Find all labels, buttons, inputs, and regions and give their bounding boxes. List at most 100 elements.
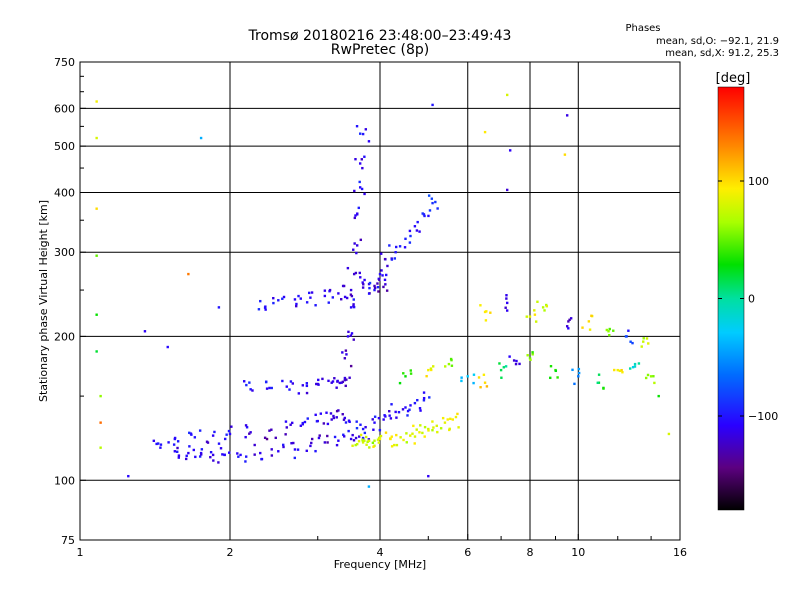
data-point: [315, 382, 318, 386]
data-point: [405, 441, 408, 444]
data-point: [378, 428, 382, 432]
data-point: [444, 365, 447, 368]
data-point: [416, 398, 419, 402]
data-point: [413, 225, 417, 228]
data-point: [479, 386, 482, 389]
data-point: [99, 394, 102, 398]
data-point: [477, 376, 481, 379]
data-point: [274, 436, 277, 440]
data-point: [642, 337, 645, 340]
data-point: [577, 375, 580, 378]
data-point: [355, 442, 359, 446]
data-point: [349, 437, 353, 441]
data-point: [377, 441, 381, 444]
data-point: [361, 132, 365, 136]
data-point: [342, 435, 346, 438]
data-point: [270, 428, 273, 431]
data-point: [95, 313, 98, 316]
data-point: [401, 408, 405, 411]
data-point: [293, 448, 297, 451]
data-point: [573, 382, 576, 386]
data-point: [330, 418, 333, 421]
data-point: [408, 229, 412, 233]
data-point: [293, 298, 297, 301]
data-point: [305, 384, 309, 388]
data-point: [390, 435, 393, 438]
data-point: [404, 237, 407, 241]
data-point: [365, 443, 368, 446]
data-point: [386, 264, 389, 268]
data-point: [268, 429, 271, 432]
data-point: [446, 418, 449, 421]
data-point: [409, 372, 413, 375]
data-point: [264, 305, 267, 308]
data-point: [351, 444, 354, 447]
data-point: [213, 430, 216, 434]
data-point: [379, 434, 383, 438]
data-point: [337, 292, 340, 295]
data-point: [344, 421, 348, 424]
data-point: [188, 445, 191, 448]
data-point: [508, 149, 512, 152]
data-point: [627, 329, 630, 332]
data-point: [347, 330, 350, 334]
data-point: [272, 301, 275, 305]
data-point: [355, 426, 359, 430]
y-axis-label: Stationary phase Virtual Height [km]: [37, 200, 50, 402]
data-point: [431, 201, 434, 205]
data-point: [460, 376, 463, 379]
data-point: [270, 448, 273, 451]
data-point: [439, 427, 443, 430]
data-point: [415, 428, 418, 431]
colorbar-tick-label: −100: [748, 410, 778, 423]
data-point: [209, 455, 212, 459]
data-point: [282, 445, 285, 449]
data-point: [281, 379, 284, 383]
data-point: [628, 367, 632, 370]
data-point: [95, 350, 98, 353]
data-point: [343, 357, 347, 360]
data-point: [349, 293, 353, 296]
data-point: [253, 453, 256, 456]
data-point: [245, 383, 248, 387]
data-point: [291, 382, 294, 385]
data-point: [264, 308, 267, 311]
data-point: [177, 456, 180, 459]
data-point: [323, 294, 327, 298]
data-point: [368, 286, 371, 290]
data-point: [251, 389, 254, 392]
data-point: [605, 328, 609, 332]
data-point: [363, 155, 366, 158]
data-point: [432, 426, 435, 429]
data-point: [652, 375, 655, 378]
data-points: [95, 93, 671, 488]
data-point: [253, 443, 256, 447]
data-point: [305, 301, 309, 304]
data-point: [423, 435, 426, 438]
data-point: [383, 278, 387, 282]
data-point: [352, 303, 355, 306]
data-point: [483, 130, 487, 134]
data-point: [367, 438, 371, 441]
data-point: [200, 453, 203, 456]
data-point: [406, 409, 410, 413]
data-point: [257, 308, 261, 311]
data-point: [388, 409, 391, 413]
data-point: [352, 338, 355, 341]
y-tick-label: 600: [54, 102, 75, 115]
data-point: [381, 274, 384, 277]
data-point: [418, 230, 421, 233]
data-point: [393, 257, 397, 260]
data-point: [211, 434, 215, 437]
data-point: [399, 436, 402, 439]
data-point: [343, 416, 347, 420]
data-point: [185, 454, 188, 458]
data-point: [421, 212, 424, 215]
data-point: [457, 426, 460, 429]
colorbar-tick-label: 100: [748, 175, 769, 188]
data-point: [362, 283, 365, 286]
data-point: [351, 433, 354, 437]
data-point: [409, 434, 412, 437]
data-point: [472, 373, 476, 376]
chart-title: Tromsø 20180216 23:48:00–23:49:43: [248, 28, 512, 44]
